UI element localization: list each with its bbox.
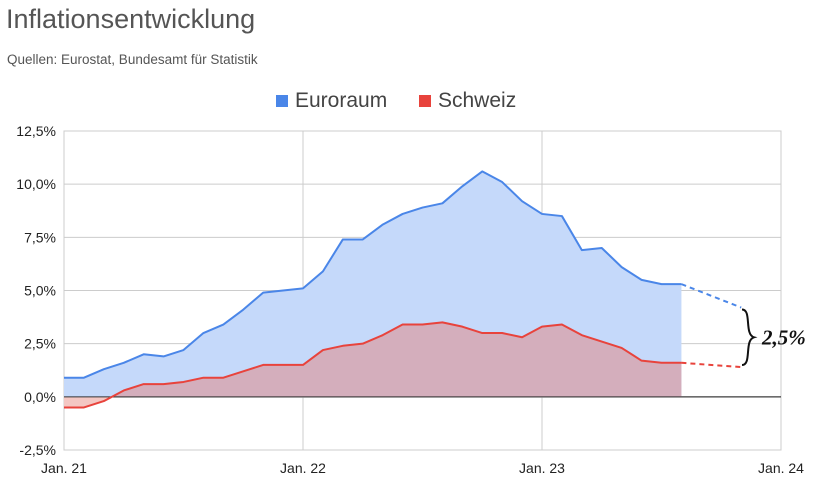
projection-line-schweiz <box>681 361 742 369</box>
area-schweiz <box>64 322 682 408</box>
legend-label-schweiz: Schweiz <box>438 89 517 112</box>
y-tick-label: 2,5% <box>24 336 56 352</box>
legend-item-schweiz[interactable]: Schweiz <box>419 89 516 113</box>
series-line-schweiz <box>64 321 682 409</box>
legend-swatch-schweiz <box>419 95 431 107</box>
y-tick-label: -2,5% <box>19 442 56 458</box>
area-schweiz-negative <box>64 396 112 408</box>
difference-brace <box>741 308 758 367</box>
y-tick-label: 0,0% <box>24 389 56 405</box>
series-line-euroraum <box>64 170 682 379</box>
chart-legend: Euroraum Schweiz <box>0 89 814 113</box>
y-tick-label: 5,0% <box>24 283 56 299</box>
legend-item-euroraum[interactable]: Euroraum <box>276 89 387 113</box>
difference-annotation: 2,5% <box>761 325 806 349</box>
legend-label-euroraum: Euroraum <box>295 89 388 112</box>
page-subtitle: Quellen: Eurostat, Bundesamt für Statist… <box>7 52 258 67</box>
x-tick-label: Jan. 22 <box>280 460 326 476</box>
y-tick-label: 7,5% <box>24 229 56 245</box>
legend-swatch-euroraum <box>276 95 288 107</box>
y-tick-label: 12,5% <box>16 123 56 139</box>
x-tick-label: Jan. 23 <box>519 460 565 476</box>
y-tick-label: 10,0% <box>16 176 56 192</box>
x-tick-label: Jan. 21 <box>41 460 87 476</box>
page-title: Inflationsentwicklung <box>6 4 256 34</box>
x-tick-label: Jan. 24 <box>758 460 804 476</box>
projection-line-euroraum <box>681 283 742 309</box>
